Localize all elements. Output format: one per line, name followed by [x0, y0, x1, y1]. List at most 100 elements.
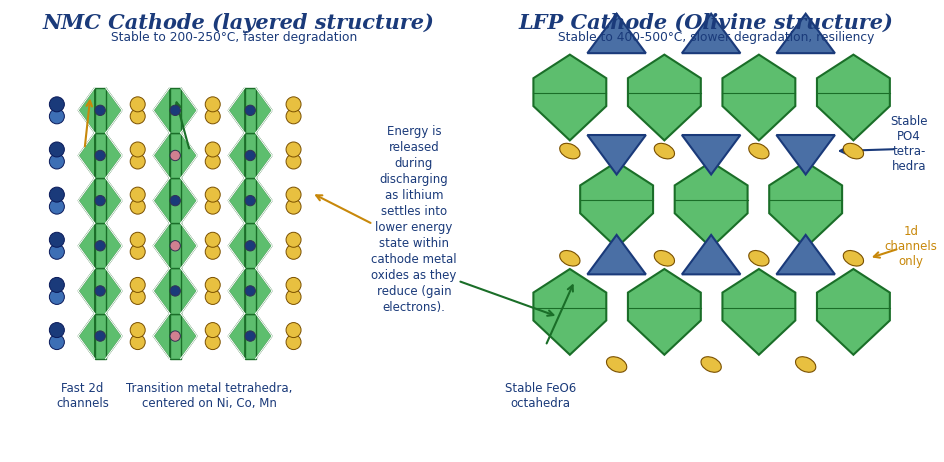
Circle shape [170, 195, 180, 206]
Polygon shape [587, 14, 645, 53]
Circle shape [286, 142, 301, 157]
Polygon shape [256, 268, 272, 314]
Circle shape [205, 232, 220, 247]
Circle shape [49, 289, 64, 304]
Circle shape [130, 322, 145, 338]
Circle shape [205, 289, 220, 304]
Text: 1d
channels
only: 1d channels only [884, 225, 936, 268]
Circle shape [286, 322, 301, 338]
Text: Stable to 400-500°C, slower degradation, resiliency: Stable to 400-500°C, slower degradation,… [557, 31, 873, 44]
Polygon shape [532, 269, 606, 355]
Circle shape [95, 286, 105, 296]
Circle shape [205, 334, 220, 350]
Polygon shape [106, 223, 122, 268]
Polygon shape [228, 268, 244, 314]
Circle shape [130, 109, 145, 124]
Circle shape [170, 105, 180, 116]
Circle shape [95, 105, 105, 116]
Text: Transition metal tetrahedra,
centered on Ni, Co, Mn: Transition metal tetrahedra, centered on… [126, 382, 293, 410]
Polygon shape [78, 88, 94, 133]
Polygon shape [244, 314, 256, 359]
Ellipse shape [842, 250, 863, 266]
Polygon shape [228, 178, 244, 223]
Polygon shape [721, 55, 795, 140]
Circle shape [286, 334, 301, 350]
Polygon shape [106, 88, 122, 133]
Circle shape [205, 277, 220, 292]
Polygon shape [682, 14, 739, 53]
Ellipse shape [606, 357, 626, 372]
Circle shape [286, 232, 301, 247]
Polygon shape [627, 55, 700, 140]
Circle shape [205, 97, 220, 112]
Polygon shape [256, 178, 272, 223]
Circle shape [49, 97, 64, 112]
Circle shape [205, 322, 220, 338]
Text: Fast 2d
channels: Fast 2d channels [56, 382, 109, 410]
Circle shape [205, 154, 220, 169]
Circle shape [286, 154, 301, 169]
Circle shape [286, 97, 301, 112]
Circle shape [244, 331, 255, 341]
Circle shape [95, 241, 105, 251]
Circle shape [49, 244, 64, 259]
Polygon shape [170, 133, 180, 178]
Circle shape [205, 199, 220, 214]
Polygon shape [180, 178, 197, 223]
Polygon shape [587, 135, 645, 175]
Circle shape [286, 244, 301, 259]
Circle shape [49, 322, 64, 338]
Circle shape [130, 334, 145, 350]
Ellipse shape [700, 357, 720, 372]
Polygon shape [170, 223, 180, 268]
Polygon shape [532, 55, 606, 140]
Ellipse shape [795, 357, 815, 372]
Polygon shape [244, 223, 256, 268]
Polygon shape [153, 88, 170, 133]
Circle shape [95, 150, 105, 161]
Polygon shape [180, 223, 197, 268]
Polygon shape [78, 314, 94, 359]
Circle shape [244, 150, 255, 161]
Polygon shape [180, 314, 197, 359]
Polygon shape [682, 235, 739, 274]
Polygon shape [817, 269, 889, 355]
Polygon shape [170, 314, 180, 359]
Circle shape [205, 142, 220, 157]
Circle shape [49, 142, 64, 157]
Text: Stable
PO4
tetra-
hedra: Stable PO4 tetra- hedra [889, 116, 927, 173]
Polygon shape [170, 268, 180, 314]
Circle shape [244, 105, 255, 116]
Ellipse shape [748, 250, 768, 266]
Circle shape [170, 241, 180, 251]
Polygon shape [228, 133, 244, 178]
Polygon shape [94, 268, 106, 314]
Polygon shape [106, 178, 122, 223]
Polygon shape [580, 162, 652, 248]
Polygon shape [682, 135, 739, 175]
Polygon shape [817, 55, 889, 140]
Ellipse shape [559, 250, 580, 266]
Circle shape [95, 331, 105, 341]
Circle shape [286, 109, 301, 124]
Circle shape [205, 244, 220, 259]
Polygon shape [627, 269, 700, 355]
Circle shape [130, 232, 145, 247]
Polygon shape [106, 133, 122, 178]
Polygon shape [94, 88, 106, 133]
Polygon shape [244, 268, 256, 314]
Ellipse shape [559, 143, 580, 159]
Polygon shape [170, 88, 180, 133]
Polygon shape [106, 314, 122, 359]
Circle shape [130, 289, 145, 304]
Polygon shape [153, 314, 170, 359]
Circle shape [244, 286, 255, 296]
Polygon shape [78, 133, 94, 178]
Polygon shape [180, 133, 197, 178]
Polygon shape [78, 268, 94, 314]
Circle shape [130, 187, 145, 202]
Circle shape [130, 142, 145, 157]
Circle shape [49, 154, 64, 169]
Circle shape [130, 244, 145, 259]
Polygon shape [776, 135, 834, 175]
